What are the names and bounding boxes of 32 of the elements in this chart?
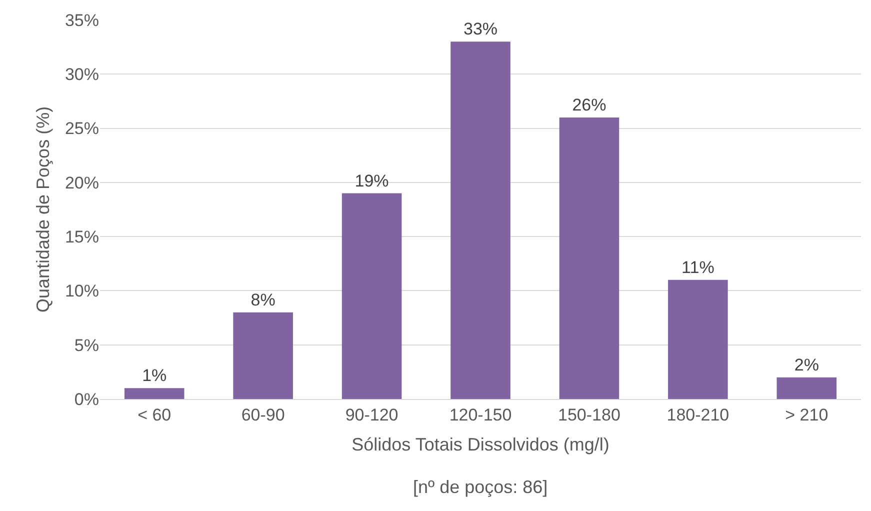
x-tick-label: 150-180: [558, 405, 620, 424]
y-tick-label: 20%: [64, 173, 99, 192]
y-tick-label: 5%: [74, 336, 99, 355]
x-tick-label: 60-90: [241, 405, 285, 424]
bar: [668, 280, 728, 399]
y-axis-title: Quantidade de Poços (%): [33, 106, 54, 313]
x-tick-label: 90-120: [345, 405, 398, 424]
y-tick-label: 10%: [64, 282, 99, 301]
bar: [124, 388, 184, 399]
x-tick-label: 180-210: [666, 405, 730, 424]
data-label: 2%: [794, 355, 819, 374]
y-tick-label: 0%: [74, 390, 99, 409]
data-label: 19%: [354, 171, 389, 190]
data-label: 26%: [572, 95, 606, 114]
x-tick-label: 120-150: [449, 405, 512, 424]
data-label: 11%: [682, 258, 714, 277]
bar: [559, 117, 620, 399]
data-label: 33%: [463, 20, 498, 39]
bar: [450, 42, 510, 399]
x-tick-label: > 210: [785, 405, 828, 424]
data-label: 1%: [142, 366, 167, 386]
bar: [776, 377, 837, 399]
y-tick-label: 30%: [64, 65, 99, 84]
data-label: 8%: [250, 290, 276, 310]
y-tick-label: 25%: [64, 119, 99, 138]
y-tick-label: 15%: [64, 228, 99, 247]
y-tick-label: 35%: [64, 10, 99, 30]
text: [nº de poços: 86]: [413, 477, 548, 497]
bar: [233, 312, 293, 399]
bar: [342, 193, 402, 399]
x-tick-label: < 60: [138, 405, 172, 424]
x-axis-title: Sólidos Totais Dissolvidos (mg/l): [352, 434, 610, 454]
